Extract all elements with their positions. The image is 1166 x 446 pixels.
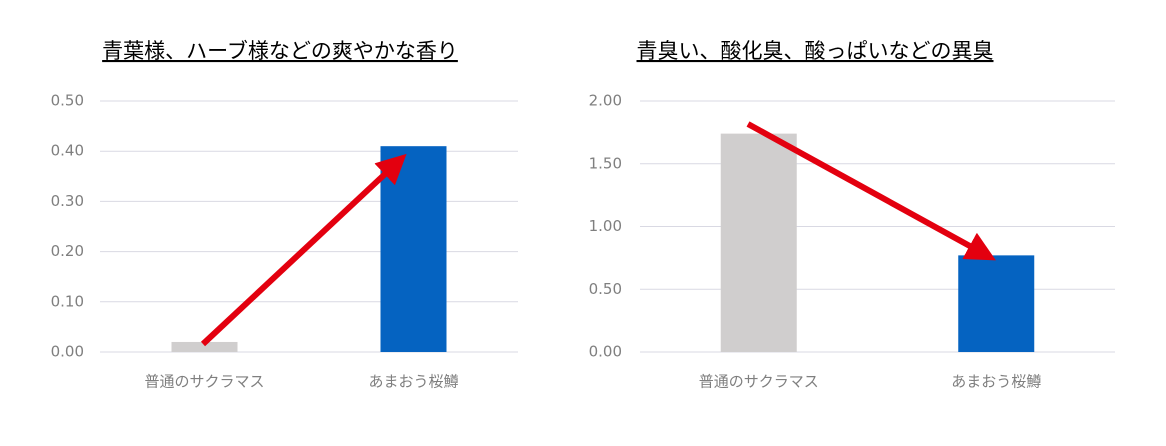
y-tick-label: 0.00: [51, 343, 84, 361]
y-tick-label: 0.50: [589, 280, 622, 298]
chart-title: 青臭い、酸化臭、酸っぱいなどの異臭: [637, 39, 994, 63]
y-tick-label: 0.40: [51, 142, 84, 160]
bar: [171, 341, 238, 352]
y-tick-label: 0.20: [51, 242, 84, 260]
x-tick-label: あまおう桜鱒: [368, 373, 458, 391]
y-tick-label: 2.00: [589, 92, 622, 110]
y-tick-label: 1.50: [589, 154, 622, 172]
trend-arrow: [746, 121, 996, 261]
trend-arrow: [200, 153, 407, 347]
x-tick-label: 普通のサクラマス: [144, 373, 264, 391]
x-tick-label: あまおう桜鱒: [951, 373, 1041, 391]
plots: 青葉様、ハーブ様などの爽やかな香り 0.00 0.10 0.20 0.30 0.40 0.5…: [51, 39, 1115, 391]
y-tick-label: 0.50: [51, 92, 84, 110]
y-tick-label: 0.00: [589, 343, 622, 361]
y-tick-label: 0.30: [51, 192, 84, 210]
bar: [720, 133, 797, 352]
bar: [380, 146, 447, 352]
bar: [958, 255, 1035, 352]
chart-title: 青葉様、ハーブ様などの爽やかな香り: [102, 39, 458, 63]
y-tick-label: 0.10: [51, 292, 84, 310]
y-tick-label: 1.00: [589, 217, 622, 235]
x-tick-label: 普通のサクラマス: [699, 373, 819, 391]
